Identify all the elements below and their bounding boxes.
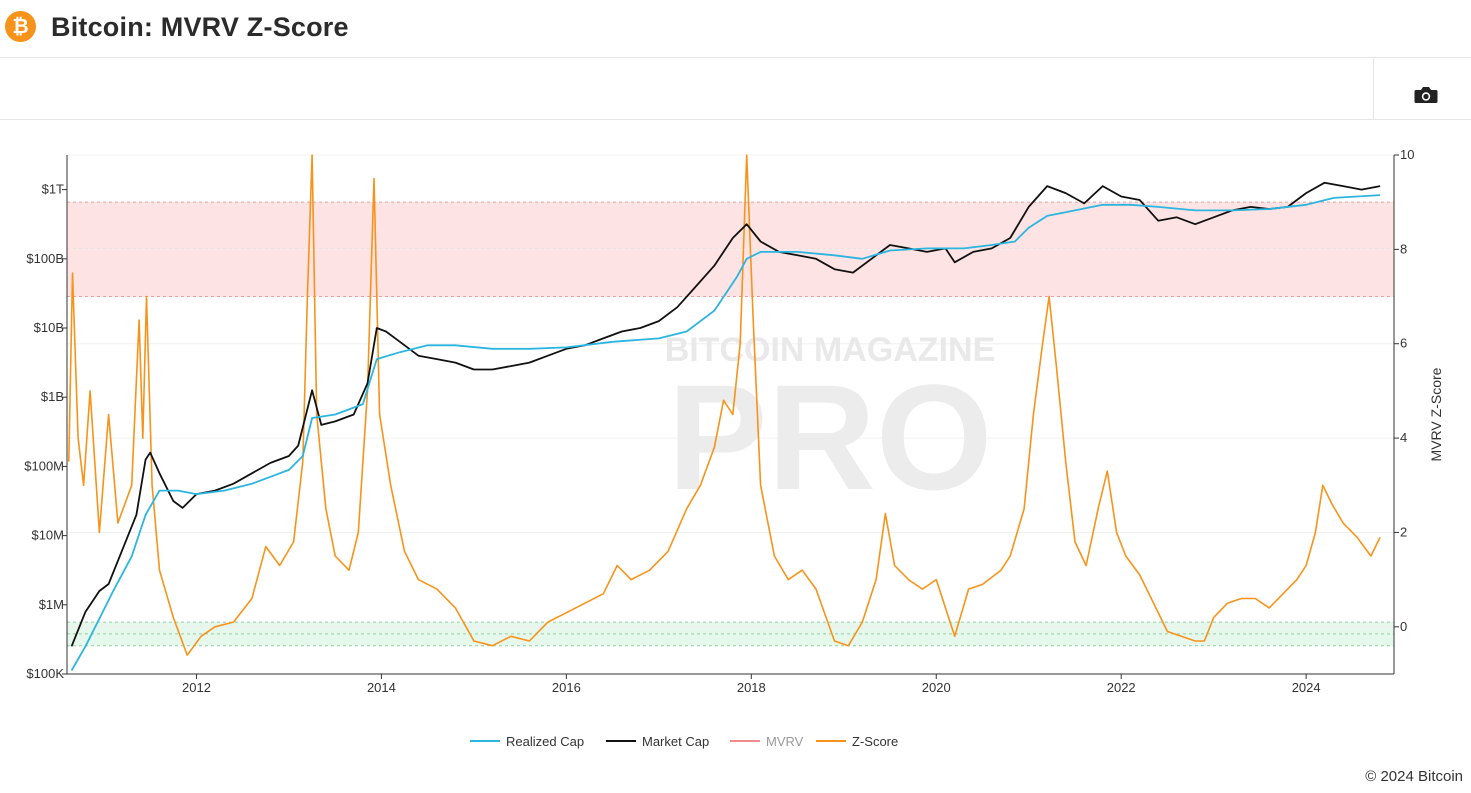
series-realized-cap — [70, 194, 1381, 671]
y-left-tick-label: $1M — [39, 597, 64, 612]
x-tick-label: 2016 — [552, 680, 581, 695]
x-tick-label: 2012 — [182, 680, 211, 695]
series-z-score — [68, 154, 1381, 656]
legend: Realized Cap Market Cap MVRV Z-Score — [470, 734, 898, 749]
legend-item-label: Market Cap — [642, 734, 709, 749]
y-right-tick-label: 4 — [1400, 430, 1407, 445]
y-left-tick-label: $10M — [31, 528, 64, 543]
page-title: Bitcoin: MVRV Z-Score — [51, 12, 349, 42]
x-tick-label: 2024 — [1292, 680, 1321, 695]
bitcoin-logo-icon: ₿ — [5, 11, 36, 42]
legend-item-label: Realized Cap — [506, 734, 584, 749]
y-left-tick-label: $1T — [42, 182, 64, 197]
copyright: © 2024 Bitcoin — [1365, 768, 1463, 785]
y-left-tick-label: $100M — [24, 458, 64, 473]
grid-lines — [67, 154, 1394, 628]
camera-icon[interactable] — [1412, 84, 1440, 106]
x-tick-label: 2020 — [922, 680, 951, 695]
toolbar-divider — [1373, 58, 1374, 120]
mvrv-chart: BITCOIN MAGAZINE PRO $100K$1M$10M$100M$1… — [24, 147, 1444, 749]
y-left-tick-label: $100K — [26, 666, 64, 681]
y-right-tick-label: 10 — [1400, 147, 1414, 162]
watermark: BITCOIN MAGAZINE PRO — [665, 331, 996, 521]
y-right-tick-label: 6 — [1400, 336, 1407, 351]
axes: $100K $1M $10M $100M $1B $10B $100B $1T 0 2 4 6 8 10 2… — [24, 147, 1444, 695]
green-zone-band — [67, 622, 1394, 646]
y-right-tick-label: 0 — [1400, 619, 1407, 634]
series-market-cap — [70, 181, 1381, 647]
legend-item-label: MVRV — [766, 734, 804, 749]
legend-item-label: Z-Score — [852, 734, 898, 749]
y-right-axis-label: MVRV Z-Score — [1428, 367, 1444, 461]
y-left-tick-label: $1B — [41, 389, 64, 404]
chart-toolbar — [0, 58, 1471, 120]
series-layer — [68, 154, 1381, 671]
watermark-line2: PRO — [667, 353, 992, 521]
y-left-tick-label: $10B — [34, 320, 64, 335]
page-header: ₿ Bitcoin: MVRV Z-Score — [0, 0, 1471, 58]
watermark-line1: BITCOIN MAGAZINE — [665, 331, 996, 369]
y-left-tick-label: $100B — [26, 251, 64, 266]
y-right-tick-label: 2 — [1400, 524, 1407, 539]
y-right-tick-label: 8 — [1400, 241, 1407, 256]
x-tick-label: 2014 — [367, 680, 396, 695]
x-tick-label: 2018 — [737, 680, 766, 695]
x-tick-label: 2022 — [1107, 680, 1136, 695]
